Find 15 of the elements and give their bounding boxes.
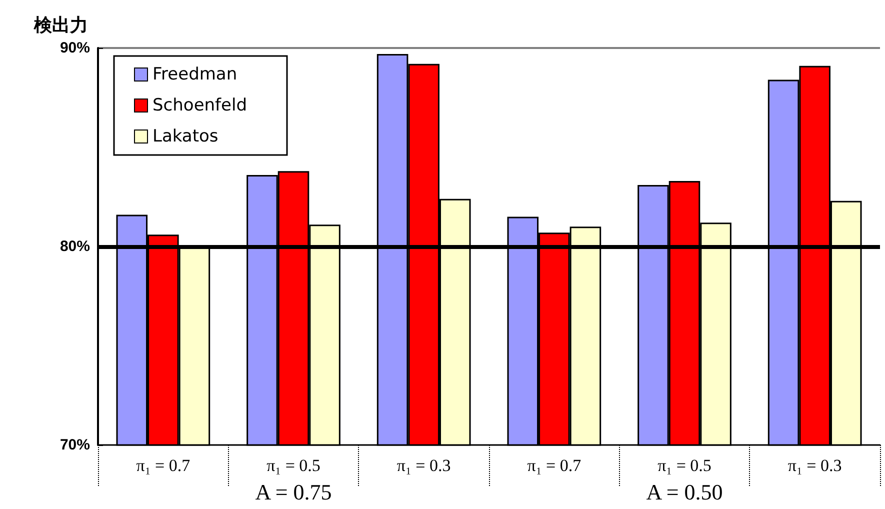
y-tick-label: 70% bbox=[60, 436, 90, 454]
y-axis-title: 検出力 bbox=[33, 15, 88, 35]
y-tick-label: 90% bbox=[60, 40, 90, 56]
legend-label: Lakatos bbox=[152, 126, 218, 146]
x-tick-label: π₁ = 0.7 bbox=[527, 456, 582, 475]
x-tick-label: π₁ = 0.3 bbox=[788, 456, 842, 475]
legend-label: Freedman bbox=[152, 64, 238, 84]
x-tick-label: π₁ = 0.5 bbox=[658, 456, 712, 475]
x-tick-label: π₁ = 0.5 bbox=[266, 456, 320, 475]
legend-label: Schoenfeld bbox=[152, 96, 248, 116]
text: A = 0.50 bbox=[646, 480, 723, 504]
x-tick-label: π₁ = 0.3 bbox=[396, 456, 451, 475]
x-tick-label: π₁ = 0.7 bbox=[136, 456, 191, 475]
text: A = 0.75 bbox=[255, 480, 332, 504]
y-tick-label: 80% bbox=[60, 238, 90, 255]
